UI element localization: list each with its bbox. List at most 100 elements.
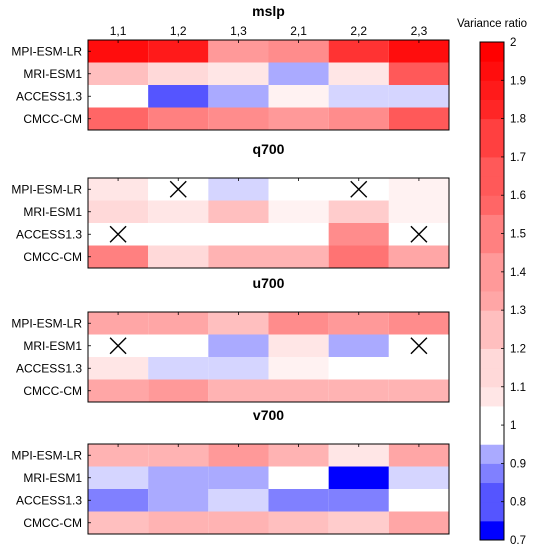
heatmap-cell [208,40,269,63]
heatmap-cell [268,357,329,380]
heatmap-cell [148,357,209,380]
colorbar-band [480,99,504,120]
heatmap-cell [268,223,329,246]
colorbar-tick-label: 0.7 [510,535,526,547]
colorbar-tick-label: 1.1 [510,382,526,394]
colorbar-band [480,386,504,407]
row-tick-label: MRI-ESM1 [23,205,82,219]
heatmap-cell [328,357,389,380]
heatmap-cell [328,40,389,63]
heatmap-cell [208,178,269,201]
row-tick-label: ACCESS1.3 [16,227,82,241]
colorbar-band [480,405,504,426]
heatmap-cell [328,444,389,467]
heatmap-cell [88,62,149,85]
row-tick-label: MPI-ESM-LR [11,182,82,196]
heatmap-cell [88,466,149,489]
heatmap-cell [388,379,449,402]
heatmap-cell [148,312,209,335]
colorbar-tick-label: 1.3 [510,305,526,317]
heatmap-cell [88,40,149,63]
heatmap-cell [388,245,449,268]
heatmap-cell [208,357,269,380]
colorbar-tick-label: 1.9 [510,75,526,87]
heatmap-cell [148,466,209,489]
colorbar-band [480,463,504,484]
heatmap-cell [268,107,329,130]
panel-mslp: mslp 1,1 1,2 1,3 2,1 2,2 2,3 MPI-ESM-LR MRI-ESM1… [11,3,450,131]
colorbar-tick-label: 2 [510,37,516,49]
heatmap-cell [88,200,149,223]
colorbar-band [480,252,504,273]
cross-marker [410,225,428,243]
heatmap-cell [208,245,269,268]
panel-title: u700 [253,275,285,291]
column-tick-label: 1,2 [170,24,187,38]
heatmap-cell [208,489,269,512]
cross-marker [350,180,368,198]
heatmap-cell [268,334,329,357]
row-tick-label: CMCC-CM [23,516,82,530]
heatmap-cell [268,178,329,201]
row-tick-label: ACCESS1.3 [16,493,82,507]
column-tick-label: 2,1 [290,24,307,38]
heatmap-cell [148,223,209,246]
column-tick-label: 1,3 [230,24,247,38]
heatmap-cell [208,200,269,223]
panel-title: mslp [252,3,285,19]
colorbar-frame [479,41,505,541]
heatmap-cell [268,379,329,402]
heatmap-cell [328,200,389,223]
colorbar-band [480,156,504,177]
row-tick-label: ACCESS1.3 [16,89,82,103]
heatmap-cell [268,466,329,489]
panel-v700: v700 MPI-ESM-LR MRI-ESM1 ACCESS1.3 CMCC-CM [11,407,450,535]
heatmap-cell [88,379,149,402]
heatmap-cell [328,489,389,512]
heatmap-cell [388,200,449,223]
panel-title: v700 [253,407,284,423]
colorbar-band [480,329,504,349]
heatmap-cell [148,379,209,402]
heatmap-cell [148,85,209,108]
colorbar-band [480,310,504,330]
heatmap-cell [88,178,149,201]
heatmap-cell [388,85,449,108]
heatmap-cell [388,357,449,380]
panel-q700: q700 MPI-ESM-LR MRI-ESM1 ACCESS1.3 CMCC-CM [11,141,450,269]
colorbar: Variance ratio 0.7 0.8 0.9 1 1.1 1.2 1.3 1.4 1.5 1… [457,18,527,547]
colorbar-tick-label: 1.7 [510,152,526,164]
heatmap-cell [328,511,389,534]
panel-u700: u700 MPI-ESM-LR MRI-ESM1 ACCESS1.3 CMCC-CM [11,275,450,403]
row-tick-label: MRI-ESM1 [23,339,82,353]
heatmap-cell [268,200,329,223]
colorbar-tick-label: 0.8 [510,497,526,509]
colorbar-tick-label: 1 [510,420,516,432]
colorbar-band [480,291,504,311]
heatmap-cell [208,62,269,85]
row-tick-label: CMCC-CM [23,384,82,398]
heatmap-cell [88,107,149,130]
heatmap-cell [268,511,329,534]
colorbar-band [480,42,504,62]
colorbar-band [480,482,504,503]
heatmap-cell [148,245,209,268]
colorbar-band [480,271,504,292]
heatmap-cell [388,511,449,534]
colorbar-band [480,233,504,254]
heatmap-cell [388,489,449,512]
panel-frame [87,39,450,131]
heatmap-cell [88,489,149,512]
colorbar-tick-label: 1.8 [510,114,526,126]
heatmap-cell [328,334,389,357]
cross-marker [169,180,187,198]
row-tick-label: MRI-ESM1 [23,471,82,485]
colorbar-band [480,214,504,235]
heatmap-cell [328,245,389,268]
heatmap-cell [148,334,209,357]
panel-frame [87,311,450,403]
heatmap-cell [268,312,329,335]
colorbar-band [480,444,504,464]
heatmap-cell [328,466,389,489]
heatmap-cell [88,85,149,108]
